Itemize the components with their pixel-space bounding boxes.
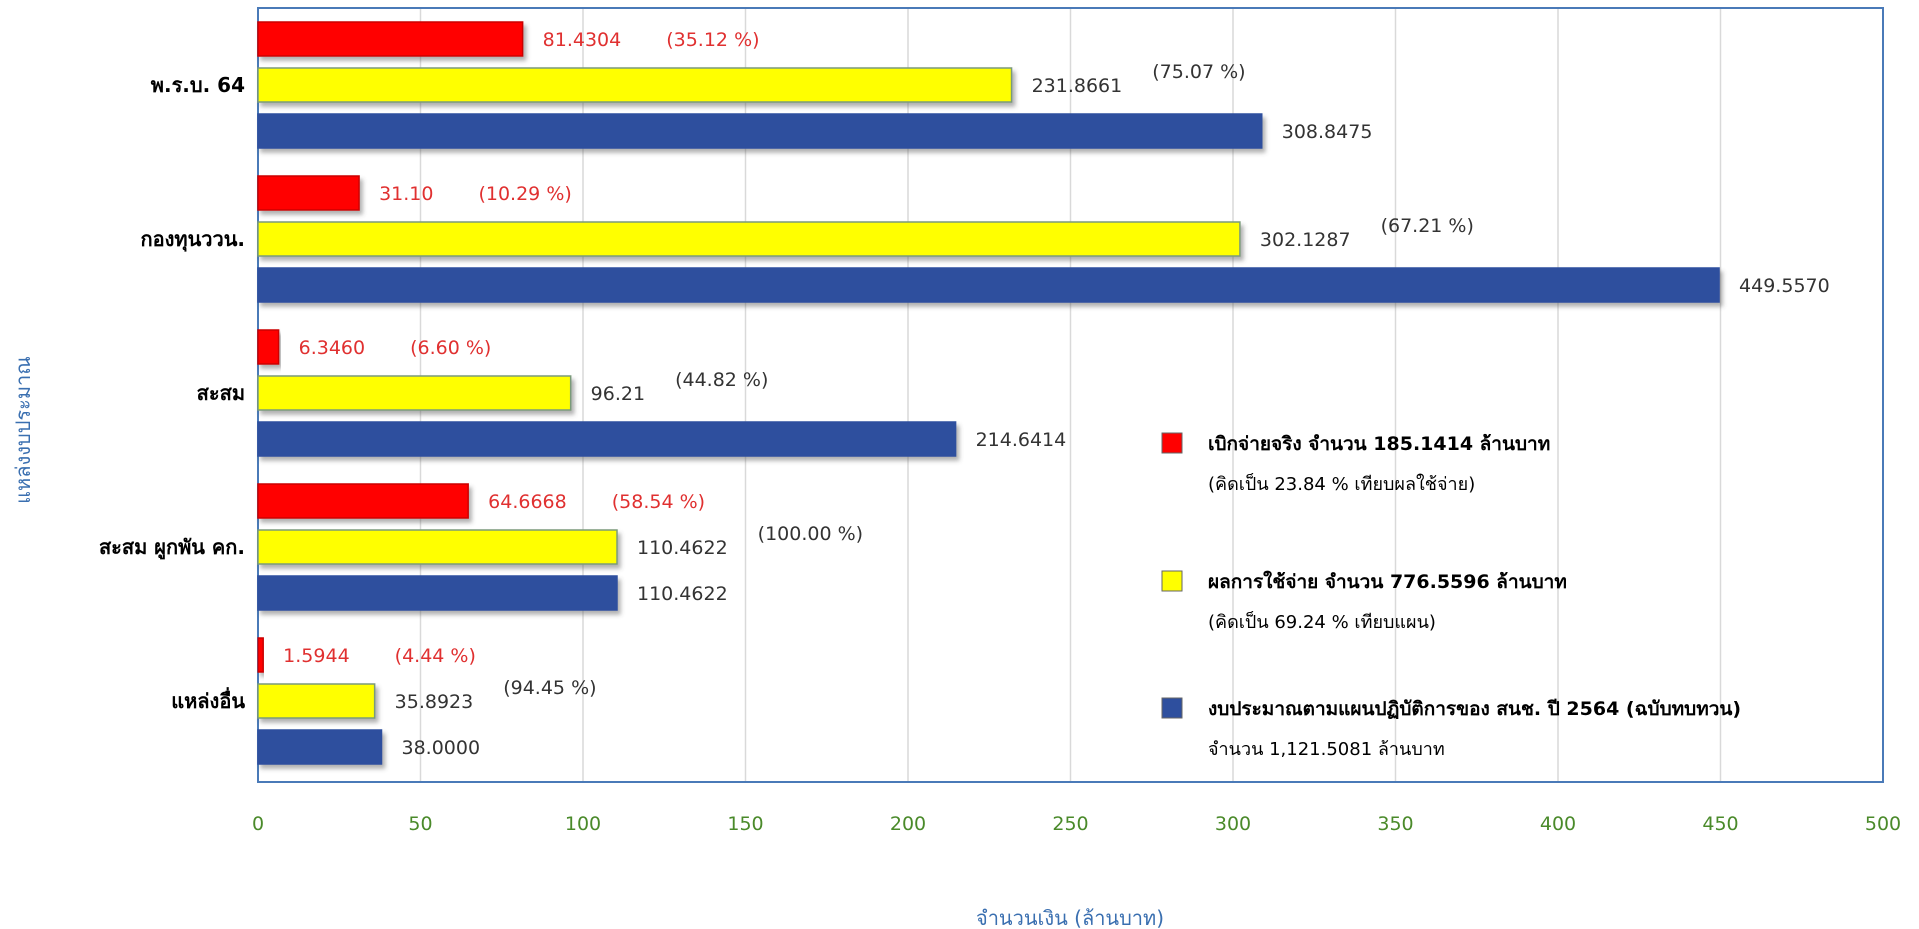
category-label: สะสม bbox=[197, 381, 245, 405]
legend: เบิกจ่ายจริง จำนวน 185.1414 ล้านบาท (คิดเ… bbox=[1161, 432, 1741, 760]
percent-label: (44.82 %) bbox=[675, 369, 768, 391]
category-label: พ.ร.บ. 64 bbox=[151, 73, 245, 97]
bar-budget bbox=[257, 421, 957, 457]
x-tick-label: 300 bbox=[1215, 813, 1251, 835]
data-label: 449.5570 bbox=[1739, 275, 1830, 297]
x-tick-label: 200 bbox=[890, 813, 926, 835]
bar-budget bbox=[257, 267, 1720, 303]
legend-label: เบิกจ่ายจริง จำนวน 185.1414 ล้านบาท bbox=[1208, 433, 1550, 455]
x-tick-label: 450 bbox=[1702, 813, 1738, 835]
percent-label: (94.45 %) bbox=[503, 677, 596, 699]
legend-label: ผลการใช้จ่าย จำนวน 776.5596 ล้านบาท bbox=[1208, 570, 1567, 593]
bar-actual bbox=[257, 483, 469, 519]
category-label: แหล่งอื่น bbox=[171, 686, 245, 713]
bar-actual bbox=[257, 637, 264, 673]
bar-actual bbox=[257, 21, 524, 57]
bar-actual bbox=[257, 175, 360, 211]
percent-label: (6.60 %) bbox=[410, 337, 491, 359]
bar-spent bbox=[257, 375, 572, 411]
legend-sublabel: จำนวน 1,121.5081 ล้านบาท bbox=[1208, 739, 1445, 760]
data-label: 308.8475 bbox=[1282, 121, 1373, 143]
category-label: กองทุนววน. bbox=[141, 227, 245, 252]
x-tick-label: 250 bbox=[1052, 813, 1088, 835]
bar-spent bbox=[257, 529, 618, 565]
x-tick-label: 150 bbox=[727, 813, 763, 835]
data-label: 38.0000 bbox=[402, 737, 481, 759]
data-label: 6.3460 bbox=[299, 337, 365, 359]
percent-label: (4.44 %) bbox=[395, 645, 476, 667]
category-label: สะสม ผูกพัน คก. bbox=[99, 535, 245, 561]
legend-sublabel: (คิดเป็น 69.24 % เทียบแผน) bbox=[1208, 610, 1436, 633]
x-tick-label: 500 bbox=[1865, 813, 1901, 835]
value-labels: 81.4304 (35.12 %) 231.8661 (75.07 %) 308.847… bbox=[283, 29, 1830, 759]
bar-spent bbox=[257, 67, 1013, 103]
x-tick-label: 100 bbox=[565, 813, 601, 835]
x-tick-label: 350 bbox=[1377, 813, 1413, 835]
legend-sublabel: (คิดเป็น 23.84 % เทียบผลใช้จ่าย) bbox=[1208, 472, 1475, 495]
x-tick-labels: 0 50 100 150 200 250 300 350 400 450 500 bbox=[252, 813, 1901, 835]
bars bbox=[257, 21, 1720, 765]
x-axis-title: จำนวนเงิน (ล้านบาท) bbox=[976, 906, 1164, 929]
data-label: 35.8923 bbox=[395, 691, 474, 713]
legend-swatch bbox=[1161, 697, 1183, 719]
data-label: 1.5944 bbox=[283, 645, 349, 667]
bar-actual bbox=[257, 329, 280, 365]
data-label: 110.4622 bbox=[637, 583, 728, 605]
data-label: 110.4622 bbox=[637, 537, 728, 559]
data-label: 64.6668 bbox=[488, 491, 567, 513]
x-tick-label: 50 bbox=[408, 813, 432, 835]
legend-swatch bbox=[1161, 570, 1183, 592]
data-label: 231.8661 bbox=[1032, 75, 1123, 97]
bar-spent bbox=[257, 683, 376, 719]
percent-label: (67.21 %) bbox=[1381, 215, 1474, 237]
percent-label: (10.29 %) bbox=[478, 183, 571, 205]
percent-label: (100.00 %) bbox=[758, 523, 863, 545]
bar-budget bbox=[257, 575, 618, 611]
x-tick-label: 400 bbox=[1540, 813, 1576, 835]
legend-label: งบประมาณตามแผนปฏิบัติการของ สนช. ปี 2564… bbox=[1208, 698, 1741, 720]
percent-label: (75.07 %) bbox=[1152, 61, 1245, 83]
data-label: 214.6414 bbox=[976, 429, 1067, 451]
bar-budget bbox=[257, 113, 1263, 149]
data-label: 96.21 bbox=[591, 383, 645, 405]
data-label: 81.4304 bbox=[543, 29, 622, 51]
y-axis-title: แหล่งงบประมาณ bbox=[11, 356, 35, 504]
data-label: 302.1287 bbox=[1260, 229, 1351, 251]
bar-spent bbox=[257, 221, 1241, 257]
percent-label: (35.12 %) bbox=[666, 29, 759, 51]
x-tick-label: 0 bbox=[252, 813, 264, 835]
percent-label: (58.54 %) bbox=[612, 491, 705, 513]
legend-swatch bbox=[1161, 432, 1183, 454]
data-label: 31.10 bbox=[379, 183, 433, 205]
bar-budget bbox=[257, 729, 383, 765]
